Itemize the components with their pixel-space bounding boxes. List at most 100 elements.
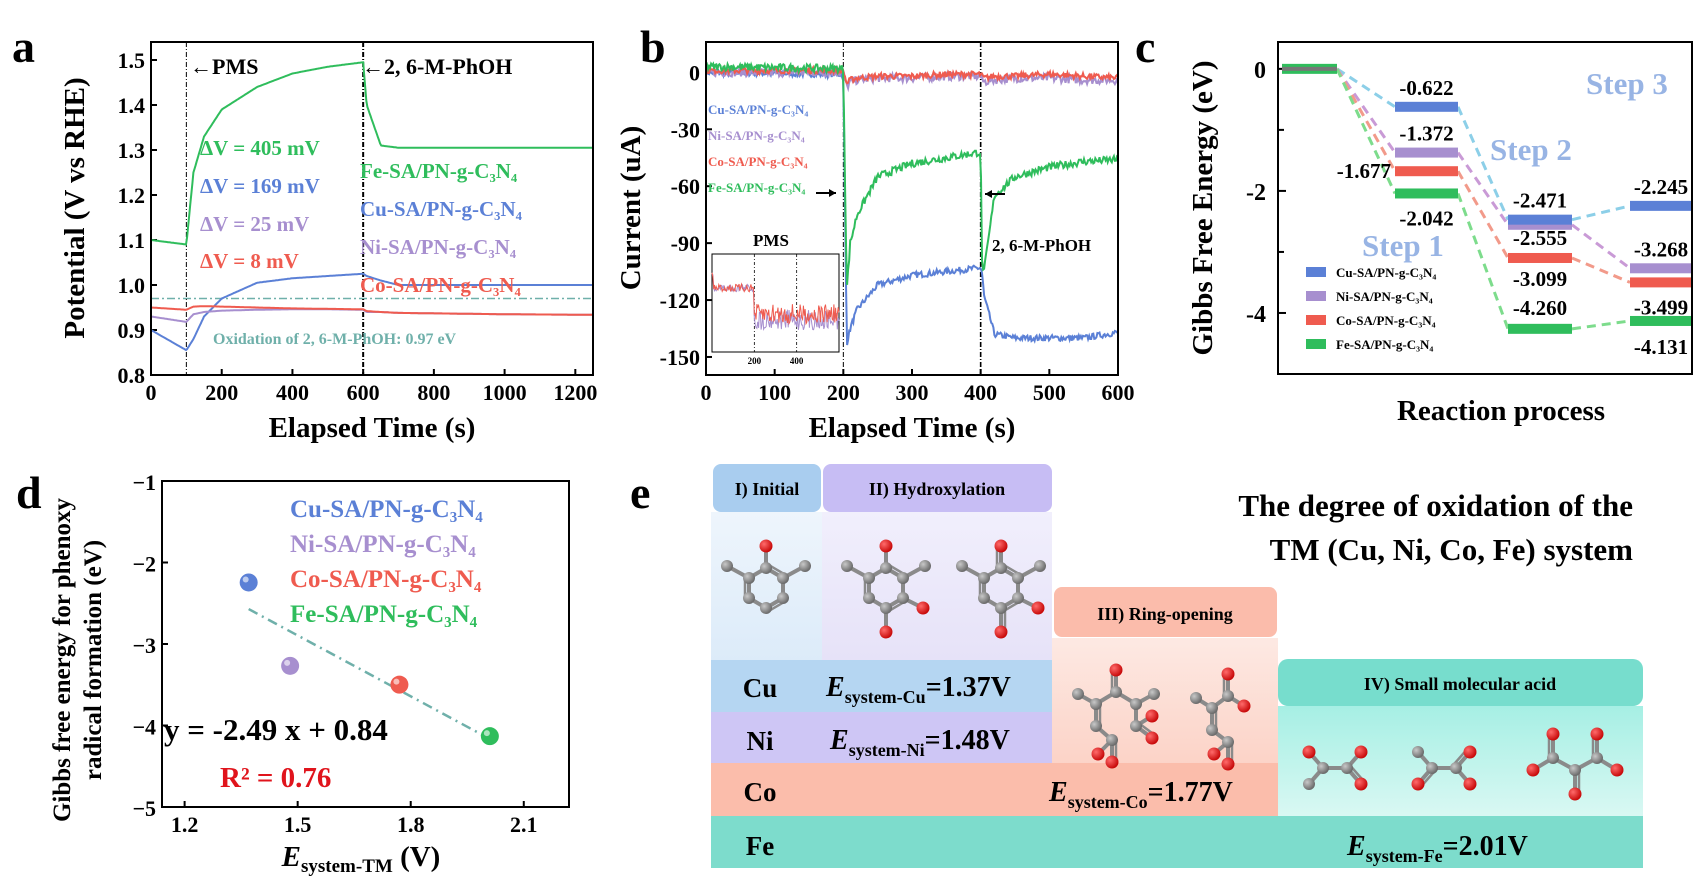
value-label-ni: -2.555 [1513, 226, 1567, 250]
y-tick-label: -30 [671, 117, 700, 142]
scheme-title-line1: The degree of oxidation of the [1238, 488, 1633, 523]
y-tick-label: −2 [132, 552, 156, 577]
energy-level-ni [1395, 147, 1458, 158]
y-tick-label: 0.9 [118, 318, 146, 343]
oxygen-atom [916, 601, 930, 615]
carbon-atom [1547, 752, 1559, 764]
fit-equation: y = -2.49 x + 0.84 [164, 712, 388, 747]
potential-ni: Esystem-Ni=1.48V [829, 725, 1010, 760]
oxygen-atom [1221, 757, 1235, 771]
carbon-atom [1130, 720, 1142, 732]
inset-x-tick-label: 200 [748, 356, 762, 366]
connector-co [1571, 256, 1631, 284]
connector-ni [1335, 67, 1397, 154]
molecule-structures [721, 539, 1624, 801]
x-tick-label: 400 [276, 380, 309, 405]
point-highlight [284, 659, 291, 666]
x-label-symbol: E [281, 841, 301, 873]
energy-level-initial-overlay [1282, 66, 1337, 71]
y-tick-label: 1.1 [118, 228, 146, 253]
x-tick-label: 2.1 [510, 812, 538, 837]
carbon-atom [956, 560, 968, 572]
legend-ni: Ni-SA/PN-g-C₃N₄ [708, 128, 805, 143]
plot-frame [1277, 41, 1693, 375]
event-label-phenol: ←2, 6-M-PhOH [362, 54, 512, 79]
potential-fe: Esystem-Fe=2.01V [1346, 831, 1528, 866]
y-tick-label: −3 [132, 633, 156, 658]
y-axis-label: Current (uA) [615, 126, 647, 291]
carbon-atom [995, 602, 1007, 614]
energy-level-ni [1630, 263, 1692, 274]
x-tick-label: 300 [896, 380, 929, 405]
y-axis-label: Gibbs Free Energy (eV) [1187, 60, 1219, 355]
stage-ii-header [823, 464, 1052, 512]
x-tick-label: 200 [205, 380, 238, 405]
series-line-cu [150, 272, 593, 352]
carbon-atom [880, 562, 892, 574]
series-label-ni: Ni-SA/PN-g-C₃N₄ [360, 235, 517, 259]
panel-label-a: a [12, 21, 35, 72]
event-label-phenol: 2, 6-M-PhOH [992, 236, 1091, 255]
y-tick-label: 0 [689, 60, 700, 85]
y-axis-label: Potential (V vs RHE) [59, 77, 91, 338]
y-tick-label: -2 [1246, 180, 1266, 206]
carbon-atom [743, 592, 755, 604]
series-line-fe [705, 60, 1119, 285]
value-label-cu: -2.471 [1513, 189, 1567, 213]
y-tick-label: -4 [1246, 302, 1266, 328]
oxygen-atom [1302, 745, 1316, 759]
carbon-atom [721, 560, 733, 572]
value-label-fe: -2.042 [1399, 206, 1453, 230]
legend-cu: Cu-SA/PN-g-C₃N₄ [290, 496, 483, 523]
data-point-cu [239, 573, 258, 592]
carbon-atom [1206, 724, 1218, 736]
connector-cu [1571, 204, 1631, 222]
legend-swatch-ni [1306, 291, 1326, 301]
connector-ni [1571, 223, 1631, 270]
arrow-left-icon [985, 190, 1005, 198]
carbon-atom [1090, 698, 1102, 710]
legend-fe: Fe-SA/PN-g-C₃N₄ [708, 180, 805, 195]
value-label-fe: -4.260 [1513, 296, 1567, 320]
energy-level-ni [1508, 219, 1572, 230]
carbon-atom [897, 572, 909, 584]
energy-level-cu [1630, 200, 1692, 211]
y-tick-label: 0 [1254, 58, 1266, 84]
oxygen-atom [759, 539, 773, 553]
carbon-atom [1222, 690, 1234, 702]
delta-v-ni: ΔV = 25 mV [200, 212, 309, 236]
step-2-label: Step 2 [1490, 132, 1572, 167]
x-tick-label: 400 [964, 380, 997, 405]
panel-label-b: b [640, 21, 666, 72]
energy-level-cu [1508, 214, 1572, 225]
carbon-atom [863, 572, 875, 584]
y-tick-label: -150 [660, 345, 700, 370]
arrow-right-icon [816, 189, 836, 197]
potential-co: Esystem-Co=1.77V [1048, 777, 1233, 812]
carbon-atom [1034, 560, 1046, 572]
connector-co [1335, 68, 1397, 172]
oxygen-atom [879, 625, 893, 639]
carbon-atom [978, 592, 990, 604]
connector-fe [1456, 192, 1510, 330]
stage-i-header [713, 464, 821, 512]
carbon-atom [1106, 734, 1118, 746]
molecule [841, 539, 931, 639]
carbon-atom [1426, 762, 1438, 774]
series-line-fe [150, 61, 593, 246]
x-tick-label: 0 [146, 380, 157, 405]
carbon-atom [1206, 702, 1218, 714]
oxygen-atom [994, 625, 1008, 639]
oxygen-atom [1526, 763, 1540, 777]
series-line-co [150, 305, 593, 316]
stage-iii-header [1054, 587, 1277, 637]
row-label-cu: Cu [743, 673, 778, 703]
carbon-atom [897, 592, 909, 604]
stage-i-area [711, 512, 822, 662]
point-highlight [242, 576, 249, 583]
y-tick-label: 1.5 [118, 48, 146, 73]
oxygen-atom [1145, 731, 1159, 745]
energy-level-cu [1395, 101, 1458, 112]
y-tick-label: 1.2 [118, 183, 146, 208]
series-line-cu [705, 67, 1119, 346]
